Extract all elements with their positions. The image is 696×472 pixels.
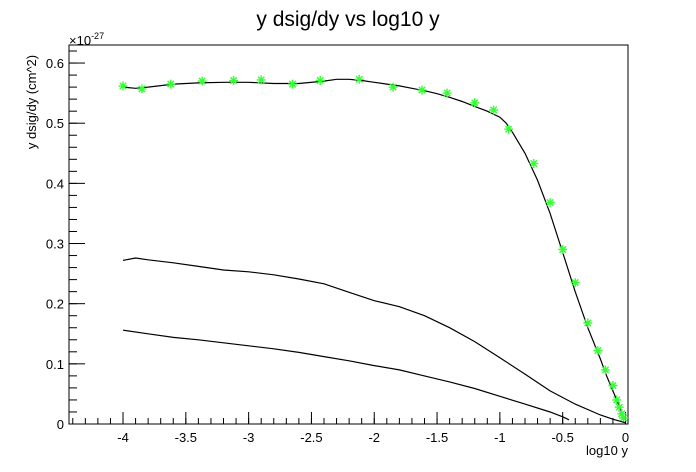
x-tick-label: -4 [117,430,129,445]
data-point-star [315,76,325,85]
data-point-star [558,245,568,254]
series-line-2 [122,257,626,424]
x-tick-label: -3 [243,430,255,445]
x-tick-label: -3.5 [175,430,197,445]
y-tick-label: 0.2 [46,297,64,312]
y-axis-multiplier-exponent: -27 [91,31,104,41]
y-tick-label: 0.3 [46,237,64,252]
data-point-star [288,79,298,89]
data-point-star [118,81,128,91]
data-point-star [417,85,427,95]
x-tick-label: -1.5 [426,430,448,445]
chart-title: y dsig/dy vs log10 y [256,8,440,31]
y-tick-label: 0.5 [46,116,64,131]
data-point-star [388,82,398,92]
data-point-star [197,76,207,86]
y-axis-multiplier-base: ×10 [69,33,91,48]
data-point-star [619,413,629,423]
data-point-star [166,79,176,89]
series-markers-1 [118,74,629,423]
y-axis-multiplier: ×10-27 [69,31,104,48]
y-tick-label: 0.6 [46,56,64,71]
data-point-star [612,395,622,405]
x-tick-label: -0.5 [551,430,573,445]
data-point-star [545,198,555,208]
y-axis-title: y dsig/dy (cm^2) [24,55,39,149]
x-tick-label: 0 [622,430,629,445]
data-point-star [470,98,480,108]
data-point-star [608,381,618,390]
x-axis: -4 -3.5 -3 -2.5 -2 -1.5 -1 -0.5 0 [72,412,629,445]
plot-frame [68,44,629,425]
data-point-star [354,74,364,84]
data-point-star [600,365,610,375]
data-point-star [256,75,266,85]
y-tick-label: 0 [57,417,64,432]
data-point-star [504,124,514,134]
data-point-star [137,84,147,94]
x-tick-label: -2.5 [300,430,322,445]
y-tick-label: 0.1 [46,357,64,372]
data-point-star [529,159,539,168]
plot-border [68,44,629,425]
data-point-star [570,278,580,288]
data-point-star [617,409,627,419]
data-point-star [229,76,239,85]
data-point-star [489,105,499,115]
x-axis-title: log10 y [586,443,628,458]
series-line-3 [122,329,570,421]
data-point-star [442,88,452,98]
x-tick-label: -2 [368,430,380,445]
data-point-star [593,346,603,356]
series-layer [118,74,629,424]
y-tick-label: 0.4 [46,176,64,191]
data-point-star [614,402,624,412]
data-point-star [583,318,593,328]
y-axis: 0 0.1 0.2 0.3 0.4 0.5 0.6 [46,50,85,432]
x-tick-label: -1 [494,430,506,445]
